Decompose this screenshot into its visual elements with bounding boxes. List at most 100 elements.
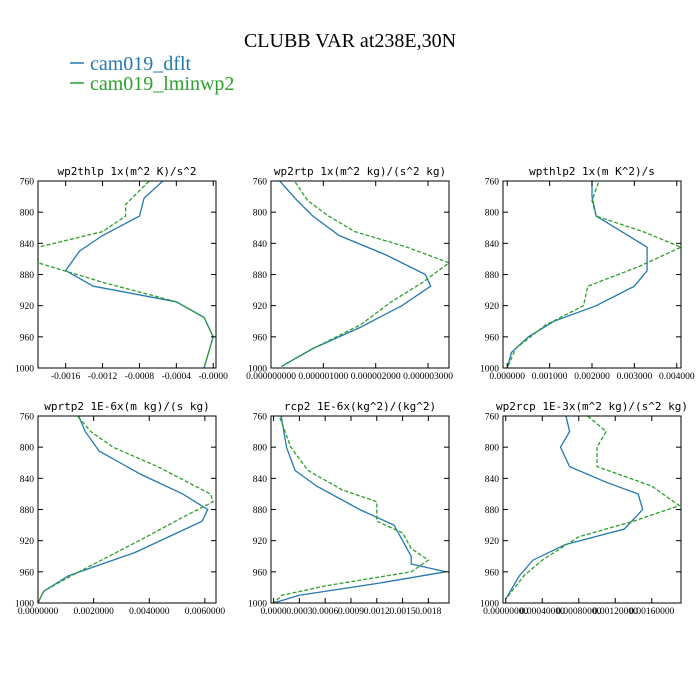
y-tick-label: 840 [253, 240, 268, 250]
x-tick-label: 0.0003 [286, 607, 312, 617]
series-line-lminwp2 [505, 416, 681, 600]
y-tick-label: 840 [485, 475, 500, 485]
panel-title: wp2rcp 1E-3x(m^2 kg)/(s^2 kg) [496, 400, 688, 413]
x-tick-label: -0.0004 [162, 372, 192, 382]
y-tick-label: 960 [253, 333, 268, 343]
y-tick-label: 1000 [480, 600, 499, 610]
x-tick-label: 0.000000000 [246, 372, 296, 382]
panel-grid: wp2thlp 1x(m^2 K)/s^2 760 800 840 880 920 960 1… [15, 165, 695, 617]
panel-title: wp2rtp 1x(m^2 kg)/(s^2 kg) [274, 165, 446, 178]
panel-5: rcp2 1E-6x(kg^2)/(kg^2) 760 800 840 880 920 96… [248, 400, 450, 617]
series-line-dflt [506, 181, 648, 368]
y-tick-label: 800 [20, 444, 35, 454]
y-tick-label: 920 [253, 537, 268, 547]
x-tick-label: 0.0009 [338, 607, 364, 617]
x-tick-label: 0.000002000 [351, 372, 401, 382]
x-tick-label: 0.00000000 [483, 607, 528, 617]
y-tick-label: 880 [20, 271, 35, 281]
series-line-lminwp2 [506, 181, 681, 368]
y-tick-label: 960 [485, 568, 500, 578]
x-tick-label: 0.001000 [532, 372, 568, 382]
y-tick-label: 920 [485, 537, 500, 547]
y-tick-label: 840 [485, 240, 500, 250]
panel-6: wp2rcp 1E-3x(m^2 kg)/(s^2 kg)760 800 840 88… [480, 400, 688, 617]
y-tick-label: 880 [253, 271, 268, 281]
x-tick-label: 0.0006 [312, 607, 338, 617]
y-tick-label: 760 [485, 178, 500, 188]
y-tick-label: 760 [485, 413, 500, 423]
panel-title: wpthlp2 1x(m K^2)/s [529, 165, 655, 178]
y-tick-label: 840 [253, 475, 268, 485]
y-tick-label: 920 [253, 302, 268, 312]
x-tick-label: 0.000000 [489, 372, 525, 382]
series-line-lminwp2 [281, 181, 449, 367]
y-tick-label: 960 [20, 568, 35, 578]
x-tick-label: 0.0060000 [185, 607, 226, 617]
y-tick-label: 800 [253, 209, 268, 219]
plot-frame [502, 415, 682, 604]
series-line-dflt [278, 181, 432, 367]
x-tick-label: 0.000003000 [403, 372, 453, 382]
y-tick-label: 1000 [248, 365, 267, 375]
y-tick-label: 760 [253, 178, 268, 188]
x-tick-label: 0.00040000 [520, 607, 565, 617]
x-tick-label: 0.004000 [659, 372, 695, 382]
y-tick-label: 800 [253, 444, 268, 454]
plot-frame [270, 180, 450, 369]
y-tick-label: 920 [20, 537, 35, 547]
y-tick-label: 800 [485, 209, 500, 219]
y-tick-label: 840 [20, 475, 35, 485]
y-tick-label: 880 [485, 506, 500, 516]
y-tick-label: 760 [20, 413, 35, 423]
panel-3: wpthlp2 1x(m K^2)/s 760 800 840 880 920 960 100… [480, 165, 695, 382]
y-tick-label: 760 [253, 413, 268, 423]
series-line-dflt [64, 181, 214, 368]
y-tick-label: 960 [253, 568, 268, 578]
y-tick-label: 1000 [480, 365, 499, 375]
y-tick-label: 1000 [15, 365, 34, 375]
figure-title: CLUBB VAR at238E,30N [244, 30, 456, 52]
x-tick-label: -0.0000 [199, 372, 229, 382]
y-tick-label: 880 [253, 506, 268, 516]
y-tick-label: 880 [20, 506, 35, 516]
y-tick-label: 840 [20, 240, 35, 250]
x-tick-label: -0.0016 [51, 372, 81, 382]
series-line-lminwp2 [38, 181, 214, 368]
x-tick-label: 0.0040000 [129, 607, 170, 617]
series-line-dflt [38, 416, 209, 603]
y-tick-label: 920 [485, 302, 500, 312]
series-line-dflt [273, 416, 446, 603]
y-tick-label: 1000 [248, 600, 267, 610]
y-tick-label: 760 [20, 178, 35, 188]
y-tick-label: 1000 [15, 600, 34, 610]
legend-label-dflt: cam019_dflt [90, 53, 192, 75]
y-tick-label: 880 [485, 271, 500, 281]
series-line-lminwp2 [273, 416, 430, 603]
panel-2: wp2rtp 1x(m^2 kg)/(s^2 kg) 760 800 840 880 92… [246, 165, 453, 382]
panel-title: rcp2 1E-6x(kg^2)/(kg^2) [284, 400, 436, 413]
plot-frame [502, 180, 682, 369]
y-tick-label: 960 [485, 333, 500, 343]
x-tick-label: 0.00120000 [593, 607, 638, 617]
series-line-dflt [505, 416, 644, 600]
y-tick-label: 800 [20, 209, 35, 219]
x-tick-label: 0.0000 [261, 607, 287, 617]
panel-title: wp2thlp 1x(m^2 K)/s^2 [57, 165, 196, 178]
panel-1: wp2thlp 1x(m^2 K)/s^2 760 800 840 880 920 960 1… [15, 165, 228, 382]
x-tick-label: 0.000001000 [298, 372, 348, 382]
panel-title: wprtp2 1E-6x(m kg)/(s kg) [44, 400, 210, 413]
x-tick-label: 0.003000 [617, 372, 653, 382]
y-tick-label: 920 [20, 302, 35, 312]
series-line-lminwp2 [38, 416, 215, 603]
legend-label-lminwp2: cam019_lminwp2 [90, 73, 234, 95]
x-tick-label: 0.00160000 [629, 607, 674, 617]
y-tick-label: 960 [20, 333, 35, 343]
legend: cam019_dflt cam019_lminwp2 [70, 53, 234, 95]
x-tick-label: 0.0015 [390, 607, 416, 617]
y-tick-label: 800 [485, 444, 500, 454]
plot-frame [37, 415, 217, 604]
x-tick-label: 0.0020000 [73, 607, 114, 617]
x-tick-label: 0.0012 [364, 607, 390, 617]
x-tick-label: 0.0000000 [18, 607, 59, 617]
